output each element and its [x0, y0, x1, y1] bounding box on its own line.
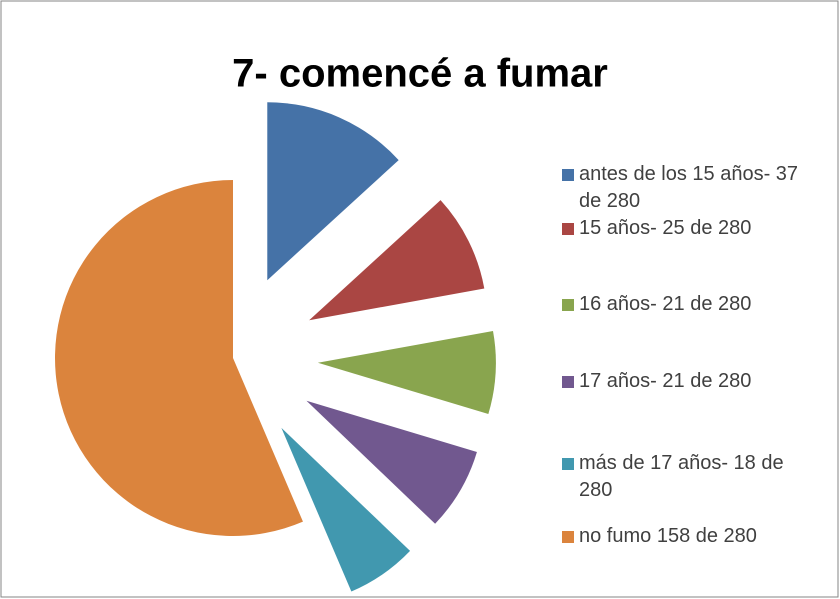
pie-slice [309, 200, 485, 321]
legend-label: antes de los 15 años- 37 de 280 [579, 163, 799, 212]
legend-label: 17 años- 21 de 280 [579, 370, 752, 392]
legend-item: 15 años- 25 de 280 [560, 215, 810, 242]
legend-swatch [562, 223, 574, 235]
legend-item: más de 17 años- 18 de 280 [560, 450, 810, 504]
pie-slice [281, 427, 411, 592]
legend-item: no fumo 158 de 280 [560, 523, 810, 550]
legend-swatch [562, 531, 574, 543]
pie-slice [55, 180, 303, 536]
legend-item: 16 años- 21 de 280 [560, 291, 810, 318]
legend-item: 17 años- 21 de 280 [560, 368, 810, 395]
legend-swatch [562, 376, 574, 388]
chart-title: 7- comencé a fumar [232, 52, 608, 96]
legend-label: 15 años- 25 de 280 [579, 217, 752, 239]
legend-item: antes de los 15 años- 37 de 280 [560, 161, 810, 215]
pie-slice [317, 330, 496, 414]
legend-label: 16 años- 21 de 280 [579, 293, 752, 315]
pie-slice [306, 400, 477, 524]
legend-label: más de 17 años- 18 de 280 [579, 452, 784, 501]
legend-label: no fumo 158 de 280 [579, 525, 757, 547]
legend-swatch [562, 169, 574, 181]
pie-slice [267, 102, 399, 281]
legend-swatch [562, 458, 574, 470]
legend-swatch [562, 299, 574, 311]
